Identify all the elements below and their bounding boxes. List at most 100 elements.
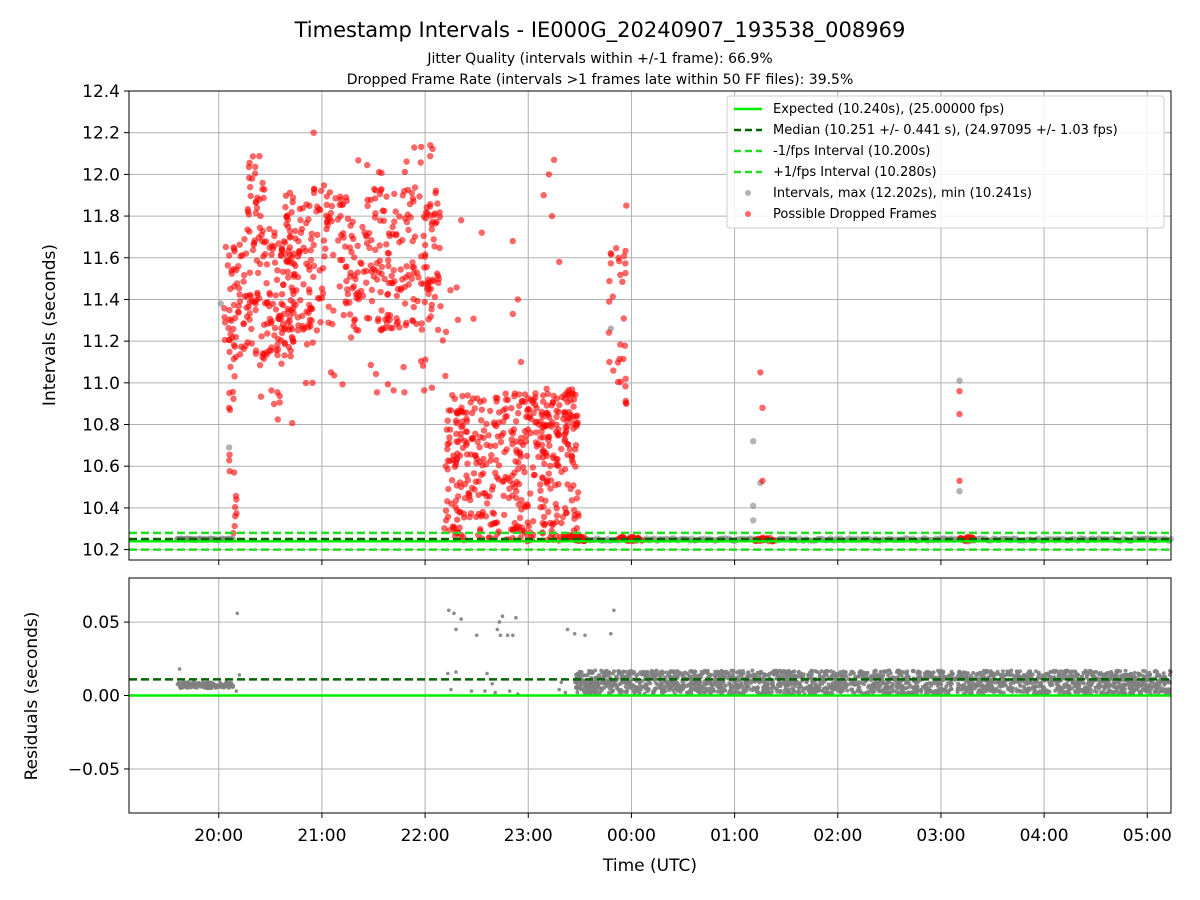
residual-point-3339 <box>1066 684 1071 689</box>
dropped-point-1372 <box>508 472 516 479</box>
residual-point-3963 <box>915 687 920 692</box>
residual-point-3313 <box>680 683 685 688</box>
residual-point-4029 <box>563 690 568 695</box>
residual-point-3080 <box>1123 668 1128 673</box>
residual-point-3845 <box>769 682 774 687</box>
dropped-point-515 <box>277 315 285 323</box>
dropped-point-1319 <box>502 473 509 481</box>
dropped-point-1535 <box>622 260 629 267</box>
dropped-point-807 <box>286 189 294 196</box>
dropped-point-928 <box>318 294 326 302</box>
dropped-point-780 <box>425 290 432 297</box>
residual-point-2951 <box>599 668 604 673</box>
dropped-point-555 <box>227 363 234 371</box>
residual-point-4007 <box>500 614 505 618</box>
residual-point-3508 <box>1084 674 1089 679</box>
residual-point-3942 <box>937 681 942 686</box>
legend-plus-fps-label: +1/fps Interval (10.280s) <box>773 165 937 180</box>
residual-point-1794 <box>188 684 192 688</box>
dropped-point-538 <box>274 389 281 396</box>
dropped-point-986 <box>411 144 418 151</box>
dropped-point-1646 <box>623 400 630 407</box>
dropped-point-803 <box>284 212 291 219</box>
residual-point-3443 <box>869 674 874 679</box>
residual-point-3347 <box>825 686 829 691</box>
residual-point-3781 <box>791 687 796 692</box>
residual-point-3266 <box>796 670 801 675</box>
residual-point-3536 <box>592 688 596 693</box>
dropped-point-1543 <box>620 315 627 322</box>
dropped-point-540 <box>276 399 283 406</box>
residual-point-3036 <box>998 690 1003 695</box>
residual-point-1789 <box>207 685 212 690</box>
residual-point-3871 <box>1034 690 1039 695</box>
dropped-point-787 <box>355 296 362 303</box>
residual-point-3808 <box>929 683 934 688</box>
residual-point-3630 <box>950 671 955 676</box>
residual-point-3733 <box>778 689 783 693</box>
residual-point-3040 <box>580 682 585 686</box>
dropped-point-1455 <box>565 441 572 448</box>
dropped-point-717 <box>432 189 439 197</box>
interval-point-337 <box>217 300 224 307</box>
dropped-point-795 <box>401 300 409 307</box>
residual-point-3713 <box>1109 676 1114 681</box>
residual-point-3414 <box>774 686 779 691</box>
residual-point-2572 <box>638 681 642 686</box>
dropped-point-1240 <box>574 419 581 426</box>
chart-title: Timestamp Intervals - IE000G_20240907_19… <box>294 18 906 43</box>
residual-point-3905 <box>897 685 902 690</box>
dropped-point-566 <box>230 529 237 537</box>
residual-point-3774 <box>643 686 648 691</box>
dropped-point-1300 <box>562 509 570 517</box>
dropped-point-1011 <box>470 315 477 322</box>
dropped-point-925 <box>399 276 406 283</box>
residual-point-3574 <box>987 680 992 685</box>
intervals-y-tick-label-3: 10.8 <box>82 416 120 436</box>
residual-point-3613 <box>1006 687 1011 692</box>
dropped-point-543 <box>268 387 275 394</box>
residual-point-2644 <box>1096 672 1101 677</box>
dropped-point-727 <box>373 260 381 267</box>
dropped-point-1189 <box>547 462 554 470</box>
dropped-point-444 <box>233 280 241 287</box>
dropped-point-838 <box>303 260 310 267</box>
dropped-point-938 <box>310 262 318 270</box>
legend-intervals-swatch <box>745 190 751 196</box>
dropped-point-1645 <box>623 202 630 209</box>
residual-point-3973 <box>584 681 589 686</box>
dropped-point-1340 <box>572 446 579 453</box>
residuals-y-axis-label: Residuals (seconds) <box>22 612 42 781</box>
dropped-point-1437 <box>549 419 556 426</box>
residual-point-3857 <box>1079 689 1084 694</box>
dropped-point-971 <box>401 389 408 396</box>
dropped-point-1477 <box>523 452 531 460</box>
dropped-point-1636 <box>478 229 485 236</box>
dropped-point-1225 <box>497 438 505 446</box>
residual-point-3560 <box>669 670 674 674</box>
residual-point-1777 <box>196 680 201 685</box>
residual-point-2964 <box>610 689 615 694</box>
residual-point-3771 <box>762 686 767 691</box>
residual-point-3373 <box>739 682 744 687</box>
dropped-point-425 <box>247 293 254 300</box>
residual-point-3013 <box>859 681 864 685</box>
residual-point-3599 <box>659 688 664 693</box>
residual-point-3126 <box>1089 683 1094 688</box>
residual-point-3836 <box>1135 685 1140 690</box>
dropped-point-498 <box>252 306 259 314</box>
dropped-point-506 <box>246 299 253 306</box>
residual-point-3754 <box>781 680 786 685</box>
residual-point-3648 <box>801 672 806 677</box>
residual-point-3760 <box>621 669 626 674</box>
dropped-point-974 <box>393 320 400 328</box>
dropped-point-944 <box>303 219 310 227</box>
residual-point-4019 <box>493 690 498 695</box>
dropped-point-627 <box>344 290 352 298</box>
dropped-point-972 <box>409 317 417 325</box>
residual-point-2682 <box>708 691 713 696</box>
residual-point-2738 <box>851 670 856 675</box>
dropped-point-478 <box>268 251 275 258</box>
dropped-point-483 <box>235 309 242 316</box>
residual-point-3743 <box>1005 669 1010 674</box>
